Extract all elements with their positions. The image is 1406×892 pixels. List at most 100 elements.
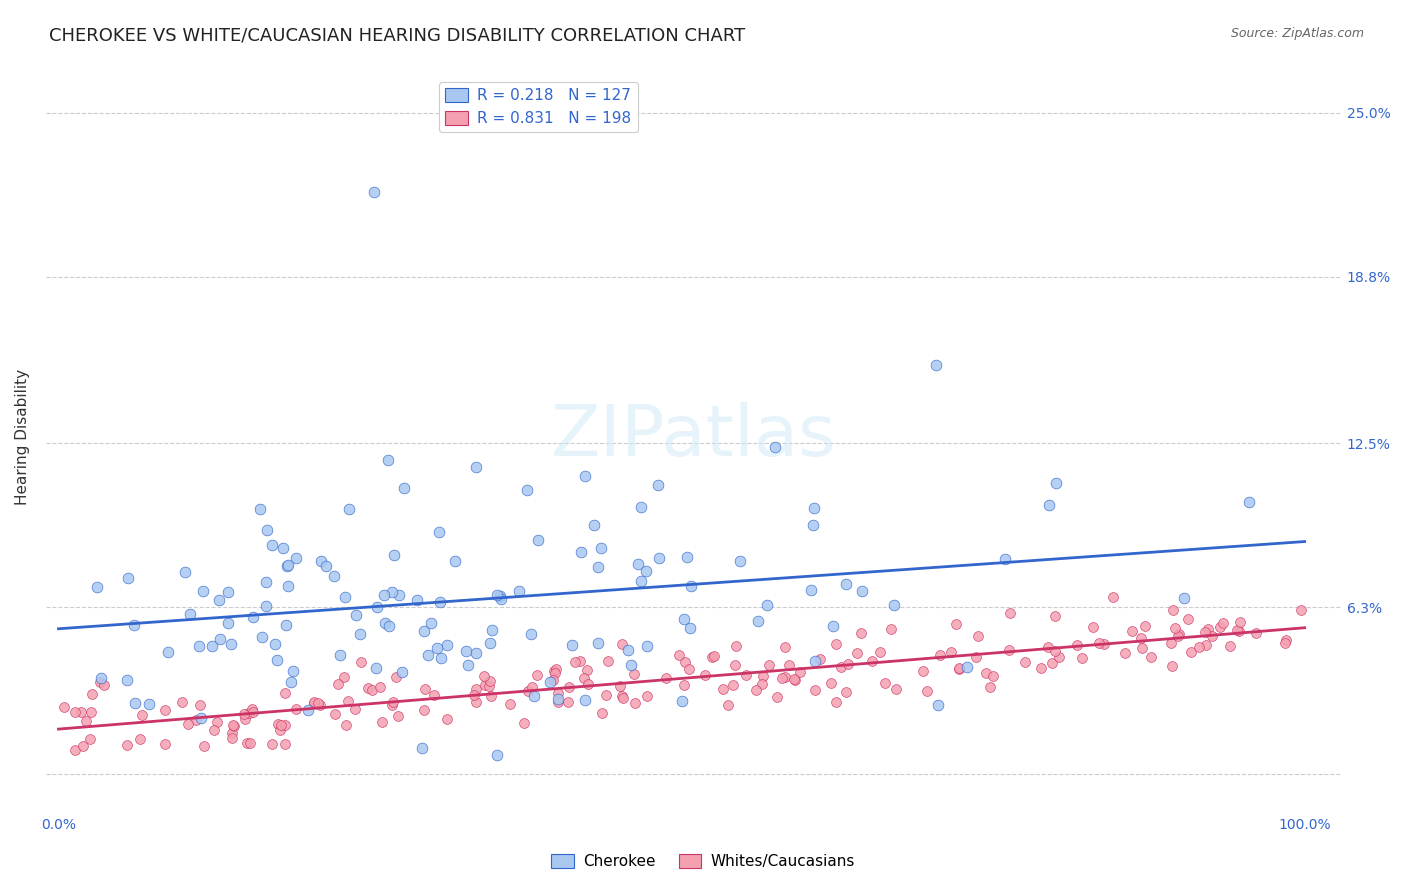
Point (948, 662, 970, 676)
Point (117, 571, 139, 585)
Point (609, 679, 631, 693)
Point (678, 662, 700, 676)
Point (544, 662, 567, 676)
Text: Source: ZipAtlas.com: Source: ZipAtlas.com (1230, 27, 1364, 40)
Point (1212, 615, 1234, 630)
Point (1114, 646, 1136, 660)
Point (72, 739, 94, 753)
Point (276, 617, 298, 632)
Point (825, 637, 848, 651)
Point (747, 614, 769, 628)
Point (523, 689, 546, 703)
Point (271, 541, 294, 555)
Point (517, 683, 540, 698)
Point (730, 554, 752, 568)
Point (1164, 621, 1187, 635)
Point (1102, 591, 1125, 605)
Point (1197, 622, 1219, 636)
Point (333, 590, 356, 604)
Text: ZIPatlas: ZIPatlas (551, 402, 837, 471)
Point (381, 698, 404, 713)
Point (1045, 475, 1067, 490)
Point (179, 607, 201, 621)
Point (765, 690, 787, 704)
Point (557, 681, 579, 695)
Point (115, 738, 138, 752)
Point (479, 636, 502, 650)
Point (1237, 495, 1260, 509)
Point (1129, 631, 1152, 645)
Point (520, 627, 543, 641)
Point (486, 748, 509, 763)
Point (543, 673, 565, 687)
Point (276, 558, 298, 573)
Point (1121, 624, 1143, 639)
Point (1244, 626, 1267, 640)
Point (1045, 644, 1067, 658)
Point (269, 723, 291, 737)
Point (630, 574, 652, 588)
Point (1227, 624, 1250, 638)
Point (965, 650, 987, 665)
Point (486, 588, 509, 602)
Point (543, 665, 565, 680)
Point (266, 653, 288, 667)
Point (751, 668, 773, 682)
Point (217, 585, 239, 599)
Point (810, 652, 832, 666)
Point (966, 629, 988, 643)
Point (412, 624, 434, 638)
Point (803, 654, 825, 668)
Point (825, 695, 848, 709)
Point (263, 637, 285, 651)
Point (270, 718, 292, 732)
Point (254, 599, 277, 614)
Point (344, 608, 367, 623)
Point (623, 666, 645, 681)
Point (368, 680, 391, 694)
Point (997, 643, 1019, 657)
Point (233, 712, 256, 726)
Point (589, 541, 612, 556)
Point (803, 683, 825, 698)
Point (1031, 661, 1053, 675)
Point (363, 185, 385, 199)
Point (436, 712, 458, 726)
Point (273, 686, 295, 700)
Point (232, 707, 254, 722)
Point (302, 697, 325, 711)
Point (723, 678, 745, 692)
Point (339, 502, 361, 516)
Point (277, 579, 299, 593)
Point (569, 545, 592, 559)
Point (153, 703, 176, 717)
Point (927, 698, 949, 713)
Point (693, 668, 716, 682)
Point (307, 696, 329, 710)
Point (420, 615, 443, 630)
Point (724, 658, 747, 673)
Point (285, 701, 308, 715)
Point (236, 736, 259, 750)
Point (956, 660, 979, 674)
Point (256, 523, 278, 537)
Point (572, 671, 595, 685)
Point (63, 743, 86, 757)
Point (883, 598, 905, 612)
Point (835, 685, 858, 699)
Y-axis label: Hearing Disability: Hearing Disability (15, 368, 30, 505)
Point (174, 566, 197, 580)
Point (53, 699, 76, 714)
Point (89, 674, 111, 689)
Point (380, 585, 402, 599)
Point (153, 737, 176, 751)
Point (454, 644, 477, 658)
Point (202, 723, 225, 737)
Point (416, 648, 439, 663)
Point (374, 616, 396, 631)
Point (783, 672, 806, 686)
Point (668, 648, 690, 662)
Point (1092, 637, 1115, 651)
Point (333, 670, 356, 684)
Point (620, 657, 643, 672)
